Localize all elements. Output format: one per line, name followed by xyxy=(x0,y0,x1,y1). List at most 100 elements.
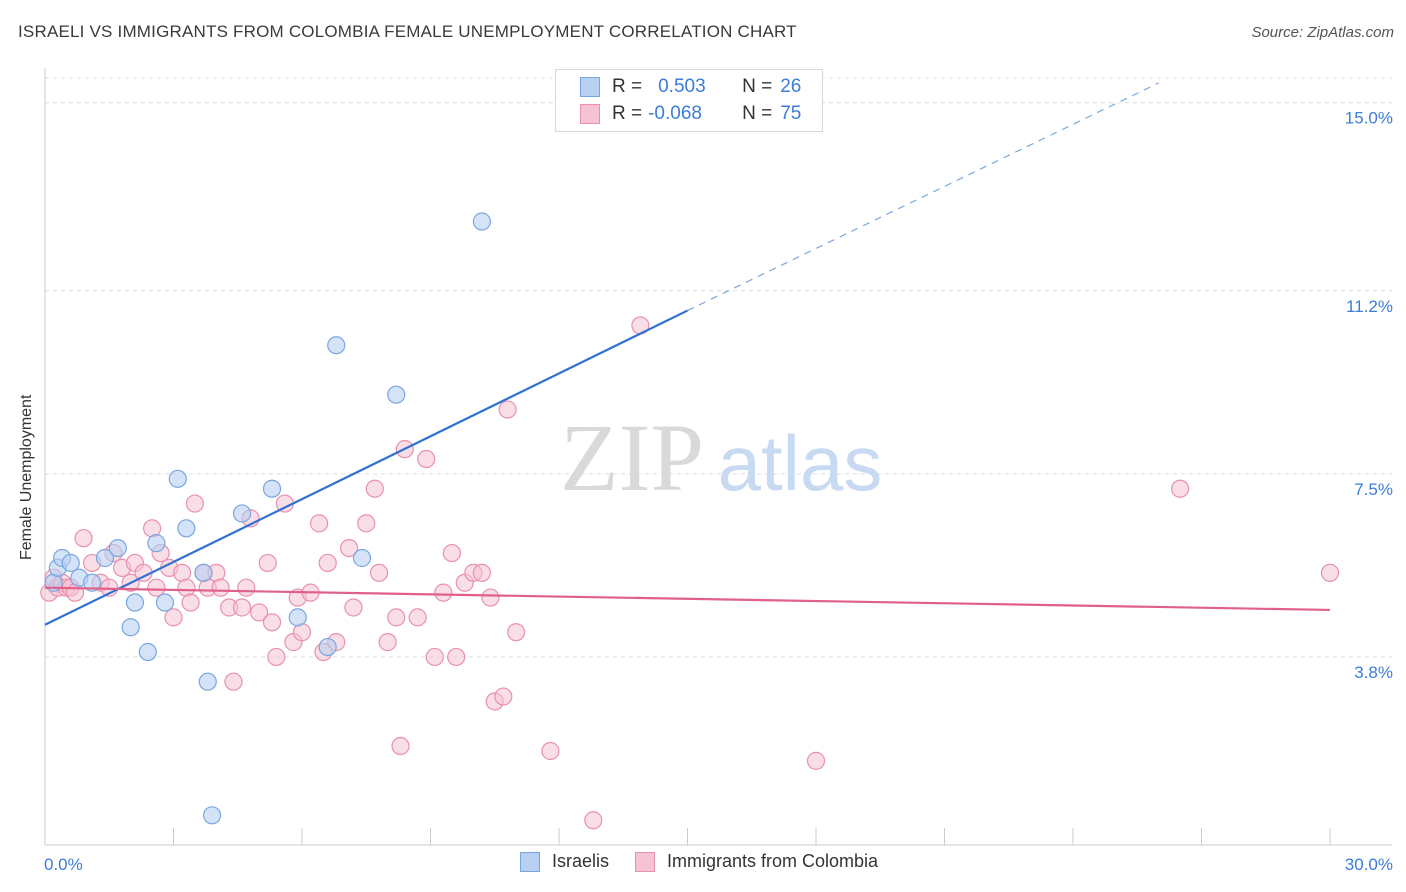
israelis-point xyxy=(121,618,140,637)
colombia-point xyxy=(74,529,93,548)
legend-swatch-pink xyxy=(580,104,600,124)
israelis-point xyxy=(288,608,307,627)
colombia-point xyxy=(370,563,389,582)
colombia-point xyxy=(378,633,397,652)
correlation-legend: R = 0.503 N = 26 R = -0.068 N = 75 xyxy=(555,69,823,132)
colombia-point xyxy=(185,494,205,513)
colombia-point xyxy=(340,538,359,558)
israelis-point xyxy=(194,563,213,582)
r-label: R = xyxy=(612,103,643,124)
legend-row-colombia: R = -0.068 N = 75 xyxy=(580,102,801,126)
israelis-point xyxy=(95,548,115,568)
colombia-point xyxy=(181,593,200,612)
colombia-point xyxy=(481,588,500,607)
colombia-point xyxy=(258,553,277,573)
x-tick-label: 30.0% xyxy=(1345,855,1393,874)
colombia-point xyxy=(365,479,384,498)
colombia-point xyxy=(232,598,252,617)
israelis-point xyxy=(83,573,102,592)
israelis-point xyxy=(198,672,217,691)
israelis-point xyxy=(147,534,166,553)
colombia-point xyxy=(541,741,560,761)
colombia-point xyxy=(442,543,462,563)
y-tick-label: 15.0% xyxy=(1345,109,1393,128)
israelis-point xyxy=(155,593,175,612)
watermark: ZIP atlas xyxy=(560,404,882,511)
israelis-point xyxy=(472,212,491,231)
israelis-point xyxy=(125,593,145,612)
gridlines xyxy=(45,77,1392,658)
trend-lines xyxy=(44,82,1331,626)
series-legend: Israelis Immigrants from Colombia xyxy=(520,851,904,872)
colombia-point xyxy=(494,687,513,706)
watermark-atlas: atlas xyxy=(718,419,883,507)
y-tick-label: 11.2% xyxy=(1346,297,1393,316)
colombia-point xyxy=(310,514,329,533)
legend-label-israelis: Israelis xyxy=(552,851,610,871)
israelis-trend-line xyxy=(44,309,688,626)
colombia-point xyxy=(1170,479,1190,498)
colombia-point xyxy=(417,449,436,469)
r-value: -0.068 xyxy=(648,103,702,124)
r-value: 0.503 xyxy=(658,76,706,97)
colombia-point xyxy=(806,751,826,770)
n-value: 75 xyxy=(780,103,802,124)
x-tick-label: 0.0% xyxy=(44,855,83,874)
israelis-point xyxy=(177,519,196,538)
colombia-point xyxy=(434,583,453,602)
legend-row-israelis: R = 0.503 N = 26 xyxy=(580,75,801,99)
colombia-point xyxy=(447,647,466,667)
source-label: Source: ZipAtlas.com xyxy=(1251,24,1394,41)
colombia-point xyxy=(408,608,427,627)
israelis-point xyxy=(61,553,80,573)
colombia-point xyxy=(391,736,410,756)
israelis-point xyxy=(202,806,222,825)
watermark-zip: ZIP xyxy=(560,404,704,511)
israelis-points xyxy=(44,212,491,825)
colombia-trend-line xyxy=(44,586,1331,612)
colombia-point xyxy=(267,647,286,667)
colombia-point xyxy=(425,647,444,667)
legend-item-colombia: Immigrants from Colombia xyxy=(635,851,878,872)
israelis-point xyxy=(327,336,346,355)
israelis-point xyxy=(262,479,282,498)
colombia-point xyxy=(262,613,282,632)
israelis-point xyxy=(138,642,157,662)
colombia-point xyxy=(584,811,603,830)
chart-title: ISRAELI VS IMMIGRANTS FROM COLOMBIA FEMA… xyxy=(18,22,797,41)
colombia-point xyxy=(498,400,517,419)
r-label: R = xyxy=(612,76,643,97)
tick-labels: 3.8% 7.5% 11.2% 15.0% 0.0% 30.0% xyxy=(44,109,1393,874)
israelis-point xyxy=(318,637,337,657)
legend-swatch-blue xyxy=(520,851,540,872)
legend-swatch-blue xyxy=(580,77,600,97)
y-tick-label: 7.5% xyxy=(1354,480,1393,499)
colombia-point xyxy=(250,603,269,622)
y-tick-label: 3.8% xyxy=(1354,663,1393,682)
colombia-point xyxy=(211,578,230,597)
colombia-point xyxy=(387,608,406,627)
n-label: N = xyxy=(742,76,773,97)
colombia-point xyxy=(237,578,256,597)
israelis-trend-extension xyxy=(687,82,1159,312)
colombia-point xyxy=(318,553,337,573)
colombia-point xyxy=(164,608,183,627)
colombia-point xyxy=(357,514,376,533)
axes xyxy=(44,68,1392,846)
israelis-point xyxy=(387,385,406,404)
colombia-point xyxy=(472,563,491,582)
legend-item-israelis: Israelis xyxy=(520,851,609,872)
colombia-point xyxy=(147,578,166,597)
colombia-points xyxy=(40,316,1340,830)
israelis-point xyxy=(168,469,187,488)
legend-label-colombia: Immigrants from Colombia xyxy=(667,851,879,871)
legend-swatch-pink xyxy=(635,851,656,872)
israelis-point xyxy=(108,538,127,558)
colombia-point xyxy=(1320,563,1340,582)
n-value: 26 xyxy=(780,76,802,97)
colombia-point xyxy=(344,598,363,617)
israelis-point xyxy=(352,548,372,568)
colombia-point xyxy=(507,623,526,642)
n-label: N = xyxy=(742,103,773,124)
